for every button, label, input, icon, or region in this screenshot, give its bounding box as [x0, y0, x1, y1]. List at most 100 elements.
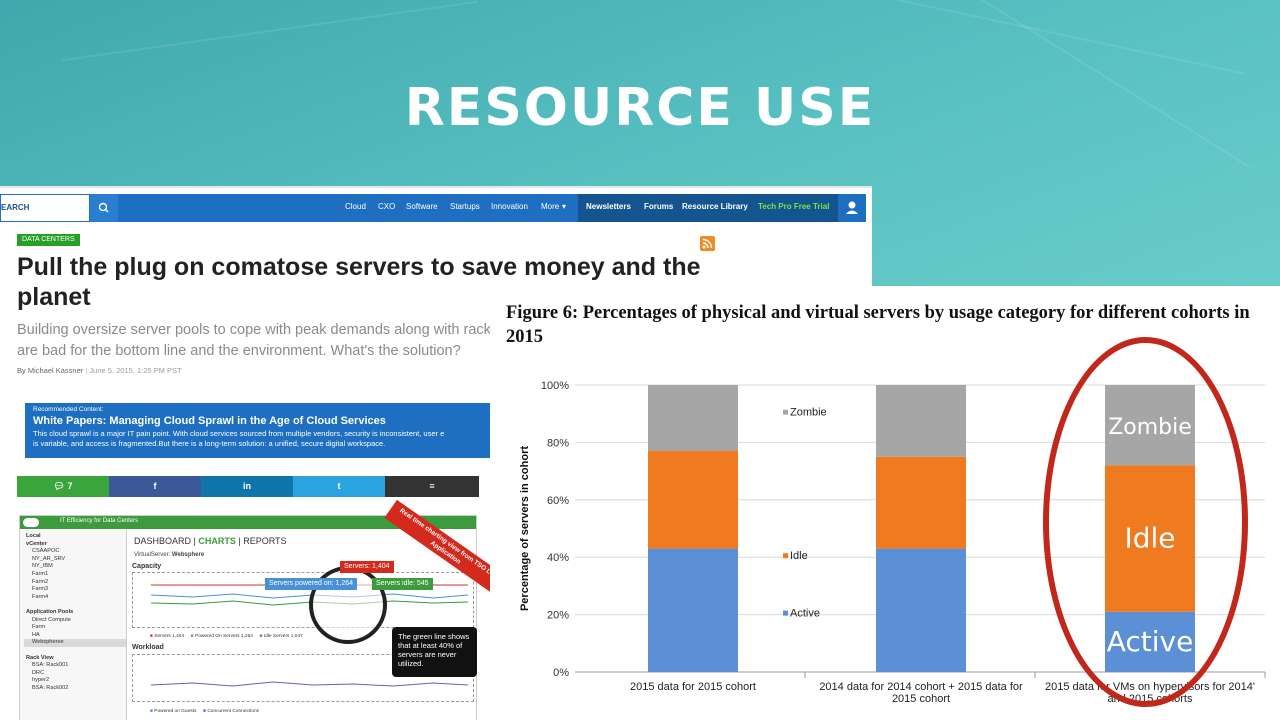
- tree-item[interactable]: BSA: Rack002: [32, 684, 69, 691]
- promo-body-line: is variable, and access is fragmented.Bu…: [33, 439, 386, 448]
- subheadline-line: Building oversize server pools to cope w…: [17, 322, 499, 338]
- nav-link-cloud[interactable]: Cloud: [345, 202, 366, 211]
- menu-icon: ≡: [429, 481, 435, 491]
- nav-link-resource-library[interactable]: Resource Library: [682, 202, 748, 211]
- legend-swatch: ■: [203, 709, 206, 714]
- bar-active: [876, 548, 966, 672]
- servers-idle-pill: Servers idle: 545: [372, 578, 433, 590]
- legend-label-idle: Idle: [790, 550, 808, 562]
- nav-link-innovation[interactable]: Innovation: [491, 202, 528, 211]
- tree-item[interactable]: Local: [26, 533, 41, 539]
- y-tick-label: 40%: [547, 552, 569, 564]
- tree-item[interactable]: Direct Compute: [32, 616, 71, 623]
- highlight-oval: [1043, 337, 1248, 707]
- tree-item[interactable]: DRC: [32, 669, 45, 676]
- y-tick-label: 60%: [547, 495, 569, 507]
- dashboard-title: IT Efficiency for Data Centers: [60, 518, 139, 524]
- nav-link-more[interactable]: More: [541, 202, 560, 211]
- slide-title: RESOURCE USE: [404, 78, 876, 138]
- comments-button[interactable]: 💬︎ 7: [17, 476, 109, 497]
- promo-kicker: Recommended Content:: [33, 406, 104, 413]
- chevron-down-icon: ▾: [562, 202, 567, 211]
- servers-count-pill: Servers: 1,404: [340, 561, 394, 573]
- legend-concurrent: Concurrent Connections: [207, 709, 260, 714]
- legend-swatch: ■: [150, 634, 153, 639]
- bar-idle: [876, 456, 966, 549]
- tree-item[interactable]: Farm2: [32, 578, 49, 585]
- tree-item[interactable]: [24, 647, 126, 655]
- tab-dashboard[interactable]: DASHBOARD: [134, 536, 192, 546]
- tree-item[interactable]: vCenter: [26, 540, 47, 547]
- category-tag[interactable]: DATA CENTERS: [17, 234, 80, 246]
- legend-swatch-active: [783, 610, 788, 616]
- byline-date: June 5, 2015, 1:25 PM PST: [89, 366, 182, 375]
- legend-servers: Servers 1,404: [154, 634, 185, 639]
- rss-icon[interactable]: [700, 236, 715, 251]
- byline-separator: |: [85, 366, 90, 375]
- linkedin-icon: in: [243, 481, 251, 491]
- tab-reports[interactable]: REPORTS: [243, 536, 287, 546]
- annotation-tooltip: The green line shows that at least 40% o…: [392, 627, 477, 677]
- legend-powered-guests: Powered on Guests: [154, 709, 197, 714]
- virtual-server-key: VirtualServer:: [134, 552, 171, 558]
- tree-item[interactable]: [24, 601, 126, 609]
- tree-item[interactable]: HA: [32, 631, 40, 638]
- bar-active: [648, 548, 738, 672]
- tree-item[interactable]: NY_AR_SRV: [32, 555, 66, 562]
- tree-item[interactable]: Webspheree: [24, 639, 126, 647]
- search-input[interactable]: EARCH: [0, 194, 90, 222]
- legend-idle: Idle Servers 1,047: [263, 634, 303, 639]
- dashboard-header: IT Efficiency for Data Centers: [20, 516, 476, 529]
- twitter-icon: t: [337, 481, 341, 491]
- tree-item[interactable]: hyper2: [32, 677, 50, 684]
- facebook-icon: f: [153, 481, 157, 491]
- tree-item[interactable]: Rack View: [26, 654, 54, 661]
- capacity-panel-title: Capacity: [132, 563, 162, 570]
- tree-item[interactable]: BSA: Rack001: [32, 662, 69, 669]
- x-category-label: 2015 cohort: [892, 693, 950, 705]
- nav-secondary-group: Newsletters Forums Resource Library Tech…: [578, 194, 838, 222]
- workload-legend: ■ Powered on Guests ■ Concurrent Connect…: [150, 709, 259, 714]
- promo-body-line: This cloud sprawl is a major IT pain poi…: [33, 429, 445, 438]
- nav-link-newsletters[interactable]: Newsletters: [586, 202, 631, 211]
- tree-item[interactable]: Farm1: [32, 570, 49, 577]
- background-pattern-line: [656, 0, 1244, 75]
- twitter-share-button[interactable]: t: [293, 476, 385, 497]
- dashboard-tree: Local vCenter CSAAPOC NY_AR_SRV NY_IBM Farm1 F…: [20, 530, 127, 720]
- linkedin-share-button[interactable]: in: [201, 476, 293, 497]
- figure-caption: Figure 6: Percentages of physical and vi…: [506, 303, 1250, 347]
- legend-label-zombie: Zombie: [790, 407, 827, 419]
- nav-link-software[interactable]: Software: [406, 202, 438, 211]
- nav-link-startups[interactable]: Startups: [450, 202, 480, 211]
- bar-zombie: [648, 385, 738, 452]
- byline-author[interactable]: By Michael Kassner: [17, 366, 84, 375]
- search-button[interactable]: [90, 194, 118, 222]
- nav-link-tech-pro-trial[interactable]: Tech Pro Free Trial: [758, 202, 830, 211]
- nav-link-forums[interactable]: Forums: [644, 202, 674, 211]
- workload-panel-title: Workload: [132, 644, 164, 651]
- tree-item[interactable]: Farm: [32, 624, 46, 631]
- more-share-button[interactable]: ≡: [385, 476, 479, 497]
- y-tick-label: 80%: [547, 437, 569, 449]
- y-tick-label: 0%: [553, 667, 569, 679]
- comments-count: 7: [67, 481, 73, 491]
- legend-swatch-zombie: [783, 409, 788, 415]
- tree-item[interactable]: NY_IBM: [32, 563, 53, 570]
- background-pattern-line: [61, 0, 479, 62]
- nav-link-cxo[interactable]: CXO: [378, 202, 396, 211]
- tree-item[interactable]: Farm3: [32, 586, 49, 593]
- x-category-label: 2015 data for 2015 cohort: [630, 681, 756, 693]
- virtual-server-label: VirtualServer: Websphere: [134, 552, 204, 558]
- tab-charts[interactable]: CHARTS: [198, 536, 236, 546]
- article-headline: Pull the plug on comatose servers to sav…: [17, 253, 701, 311]
- tree-item[interactable]: Farm4: [32, 593, 49, 600]
- bar-zombie: [876, 385, 966, 457]
- y-tick-label: 20%: [547, 610, 569, 622]
- y-axis-label: Percentage of servers in cohort: [519, 446, 531, 611]
- user-account-button[interactable]: [838, 194, 866, 222]
- tree-item[interactable]: CSAAPOC: [32, 548, 60, 555]
- facebook-share-button[interactable]: f: [109, 476, 201, 497]
- promo-title[interactable]: White Papers: Managing Cloud Sprawl in t…: [33, 415, 386, 427]
- recommended-content-banner[interactable]: Recommended Content: White Papers: Manag…: [25, 403, 495, 458]
- tree-item[interactable]: Application Pools: [26, 608, 74, 615]
